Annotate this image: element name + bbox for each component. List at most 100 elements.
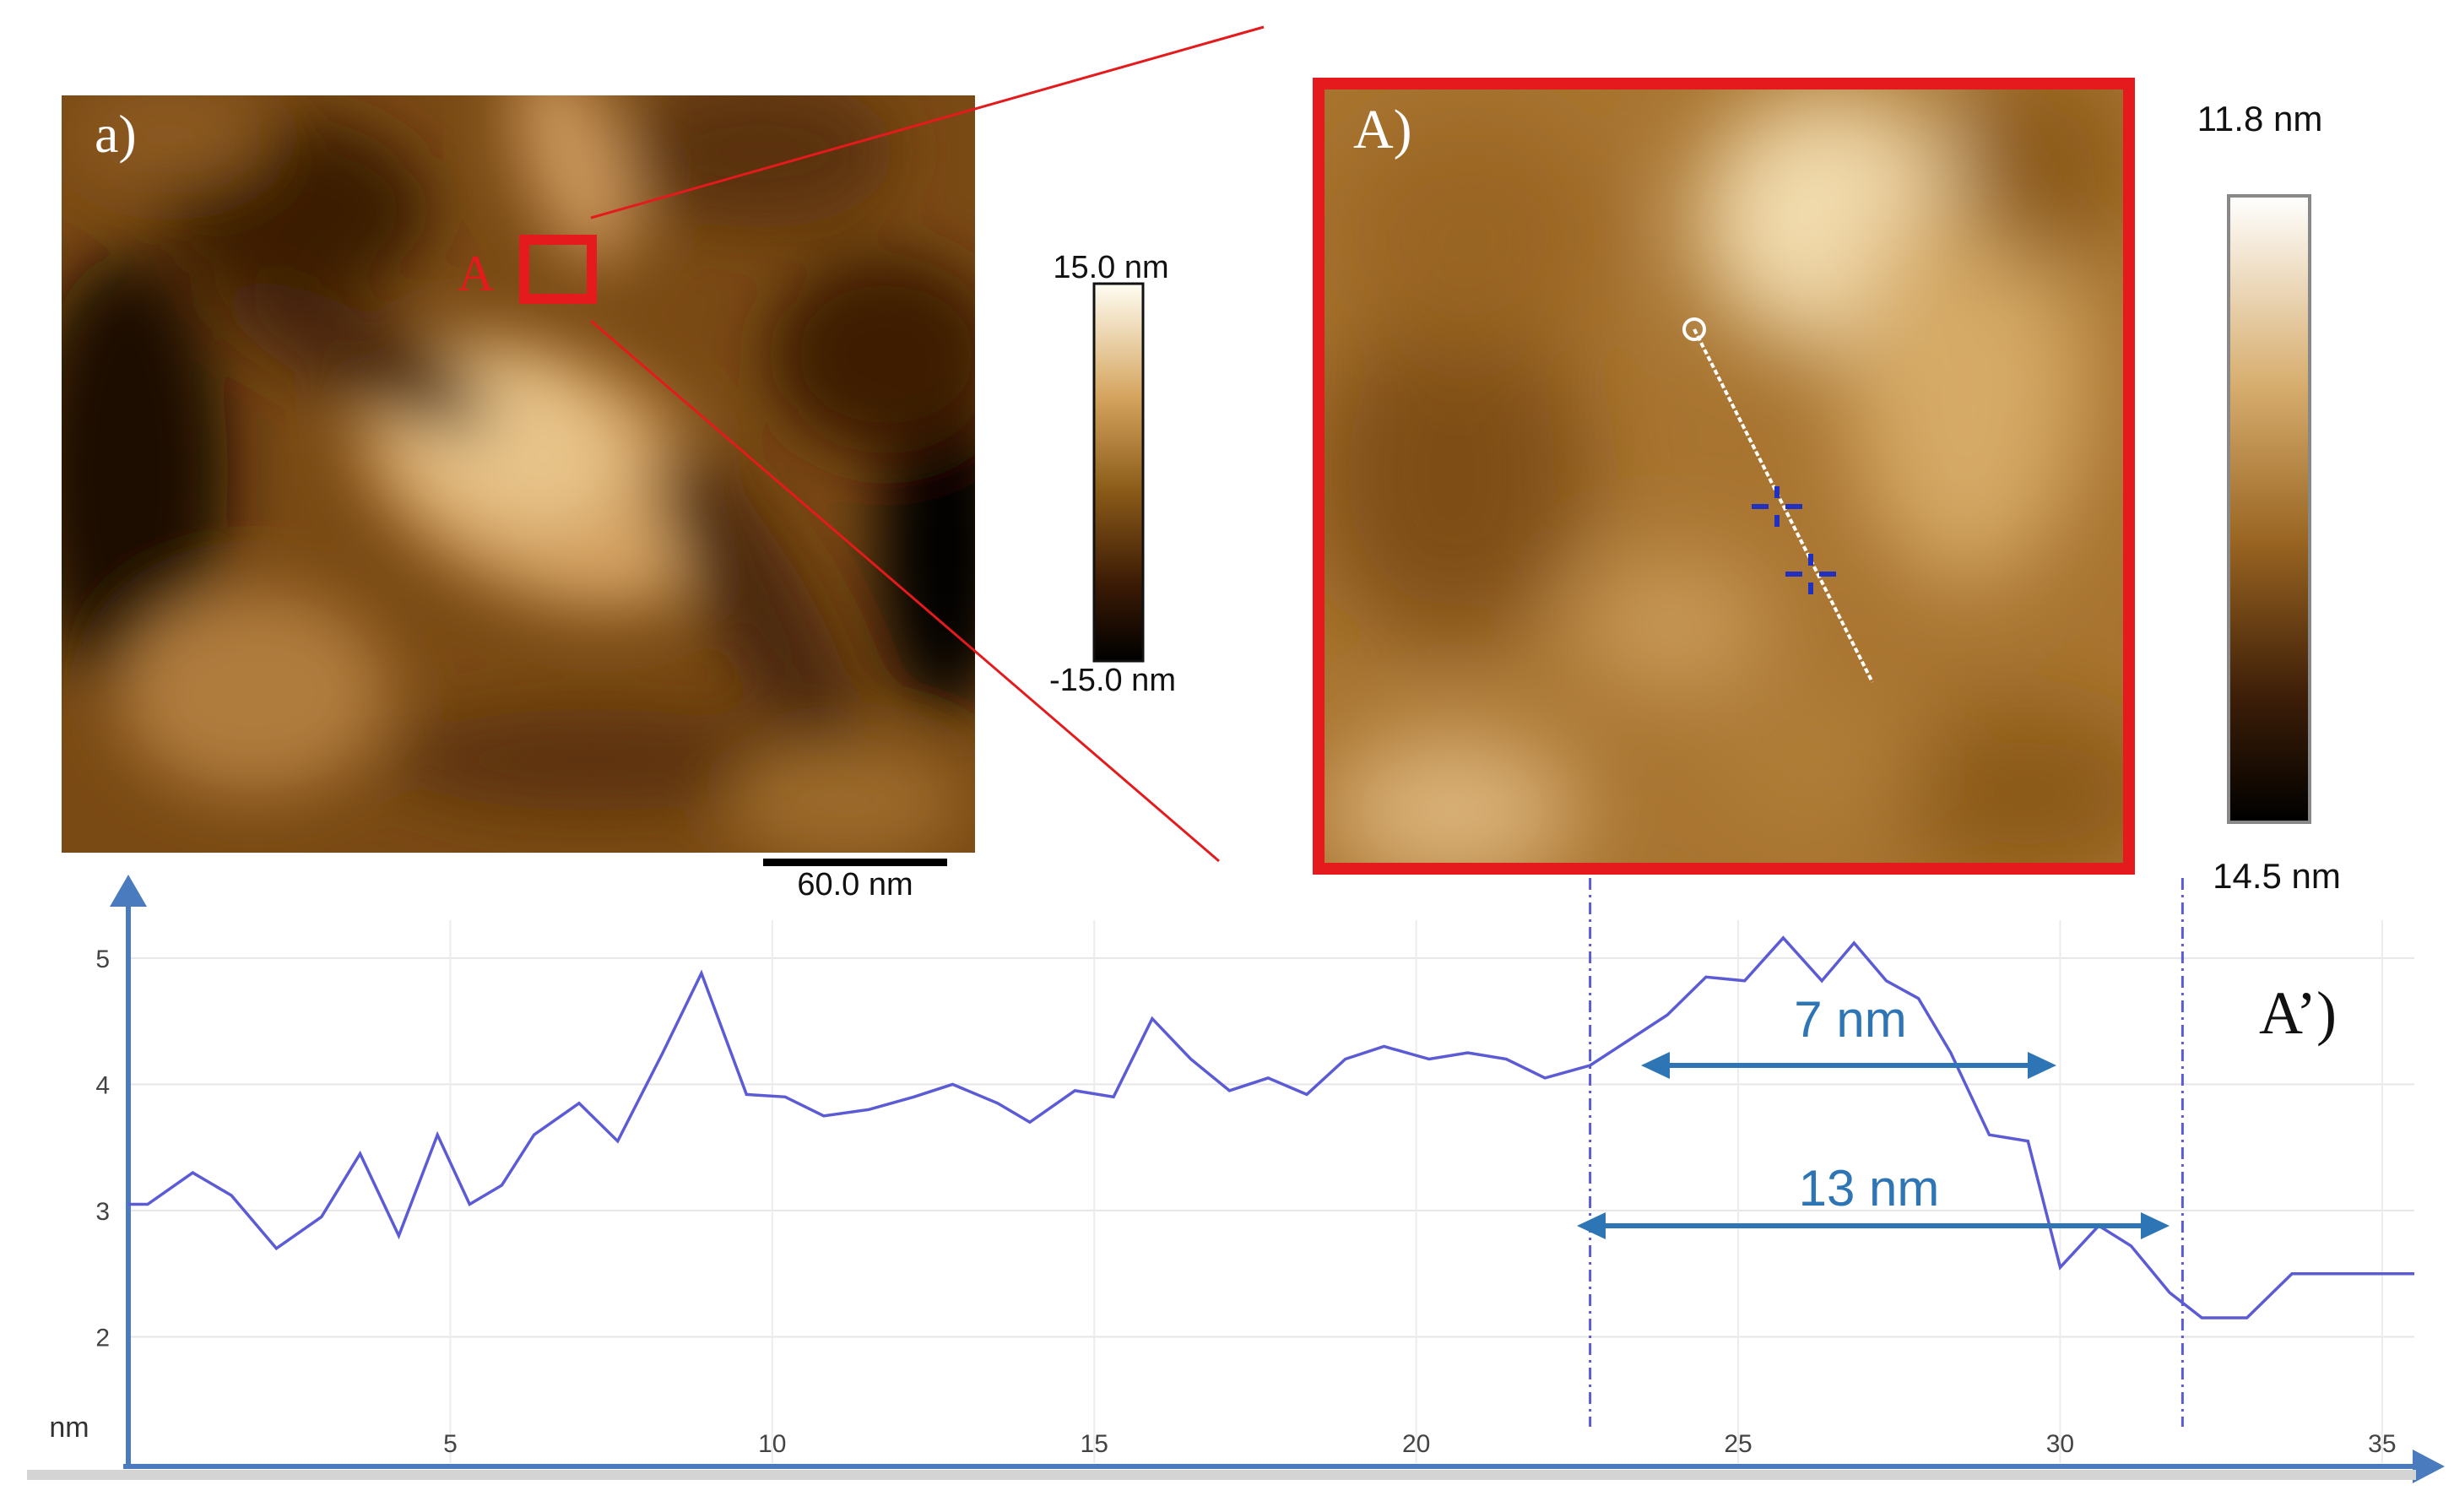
zoom-line-top — [590, 25, 1265, 219]
y-axis-unit-label: nm — [49, 1412, 89, 1444]
profile-point — [1852, 941, 1855, 945]
region-a-label: A — [458, 246, 494, 301]
profile-line — [1693, 328, 1874, 683]
profile-point — [1917, 997, 1920, 1000]
profile-point — [359, 1152, 362, 1156]
annotation-7nm-arrowhead-right — [2028, 1052, 2056, 1079]
profile-point — [1666, 1013, 1669, 1016]
profile-point — [2058, 1265, 2061, 1269]
profile-point — [1427, 1057, 1431, 1060]
profile-point — [320, 1215, 323, 1218]
chart-markers — [1589, 878, 2184, 1427]
profile-point — [661, 1051, 664, 1054]
profile-points — [127, 936, 2416, 1320]
region-a-box — [519, 235, 597, 304]
chart-axes — [27, 875, 2445, 1483]
profile-point — [1504, 1057, 1508, 1060]
profile-point — [1589, 1064, 1592, 1067]
x-axis-shadow — [27, 1470, 2416, 1480]
profile-point — [191, 1171, 194, 1174]
x-tick-label: 20 — [1402, 1430, 1430, 1458]
profile-point — [1884, 979, 1888, 983]
profile-point — [2200, 1316, 2203, 1320]
profile-point — [533, 1133, 536, 1136]
cursor-marker-1 — [1752, 486, 1802, 527]
profile-point — [867, 1108, 870, 1111]
chart-ticks: 5 10 15 20 25 30 35 2 3 4 5 — [95, 946, 2396, 1458]
profile-point — [1466, 1051, 1470, 1054]
x-tick-label: 30 — [2046, 1430, 2074, 1458]
profile-point — [1189, 1057, 1193, 1060]
profile-point — [1073, 1089, 1076, 1092]
scale-bar-label: 60.0 nm — [797, 867, 913, 902]
annotation-13nm-label: 13 nm — [1799, 1160, 1940, 1217]
profile-point — [1151, 1017, 1154, 1021]
profile-point — [397, 1234, 400, 1238]
profile-point — [146, 1202, 149, 1206]
profile-point — [127, 1202, 130, 1206]
profile-point — [1743, 979, 1747, 983]
profile-point — [996, 1102, 999, 1105]
profile-point — [274, 1247, 278, 1250]
height-profile-chart: 5 10 15 20 25 30 35 2 3 4 5 — [27, 875, 2445, 1483]
profile-point — [913, 1095, 916, 1098]
annotation-7nm-label: 7 nm — [1794, 991, 1906, 1048]
x-tick-label: 15 — [1081, 1430, 1108, 1458]
profile-point — [1112, 1095, 1115, 1098]
annotation-13nm-arrowhead-left — [1577, 1212, 1606, 1239]
y-axis-arrowhead — [110, 875, 147, 907]
profile-point — [822, 1114, 826, 1118]
colorbar-a-bottom-label: -15.0 nm — [1049, 663, 1176, 698]
profile-point — [2413, 1272, 2416, 1276]
cursor-marker-2 — [1785, 554, 1836, 594]
x-tick-label: 25 — [1724, 1430, 1752, 1458]
afm-image-A — [1325, 89, 2123, 863]
y-tick-label: 4 — [95, 1071, 110, 1099]
profile-point — [1704, 975, 1708, 978]
x-tick-label: 5 — [443, 1430, 458, 1458]
profile-point — [1227, 1089, 1231, 1092]
x-axis-arrowhead — [2413, 1450, 2445, 1483]
colorbar-a-top-label: 15.0 nm — [1053, 250, 1168, 285]
profile-point — [2329, 1272, 2332, 1276]
profile-point — [577, 1102, 581, 1105]
profile-point — [468, 1202, 471, 1206]
annotation-7nm-arrowhead-left — [1641, 1052, 1670, 1079]
profile-point — [500, 1184, 503, 1187]
profile-point — [2168, 1291, 2171, 1294]
profile-point — [745, 1092, 748, 1096]
profile-point — [2368, 1272, 2371, 1276]
profile-series-line — [128, 935, 2414, 1320]
chart-grid — [128, 920, 2414, 1463]
annotation-13nm-arrowhead-right — [2141, 1212, 2170, 1239]
profile-point — [436, 1133, 439, 1136]
panel-A-border — [1313, 78, 2135, 875]
y-tick-label: 3 — [95, 1198, 110, 1226]
colorbar-A-top-label: 11.8 nm — [2197, 99, 2323, 138]
y-tick-label: 2 — [95, 1324, 110, 1352]
colorbar-a — [1092, 282, 1145, 663]
annotation-7nm: 7 nm — [1641, 991, 2056, 1079]
colorbar-A — [2227, 194, 2311, 824]
profile-point — [2245, 1316, 2249, 1320]
y-tick-label: 5 — [95, 946, 110, 973]
afm-image-a — [62, 95, 975, 853]
panel-A-label: A) — [1353, 99, 1412, 160]
colorbar-A-bottom-label: 14.5 nm — [2213, 856, 2341, 896]
panel-A-prime-label: A’) — [2259, 979, 2337, 1047]
profile-point — [1305, 1092, 1308, 1096]
x-tick-label: 10 — [758, 1430, 786, 1458]
profile-point — [1627, 1038, 1630, 1042]
profile-point — [1781, 936, 1785, 940]
profile-point — [616, 1140, 620, 1143]
annotation-13nm: 13 nm — [1577, 1160, 2170, 1239]
profile-point — [951, 1082, 954, 1086]
profile-point — [783, 1095, 787, 1098]
profile-point — [1266, 1076, 1270, 1080]
profile-point — [1820, 979, 1823, 983]
profile-point — [2026, 1140, 2029, 1143]
zoom-line-bottom — [590, 319, 1220, 863]
panel-a-label: a) — [95, 104, 137, 164]
profile-point — [1028, 1120, 1032, 1124]
